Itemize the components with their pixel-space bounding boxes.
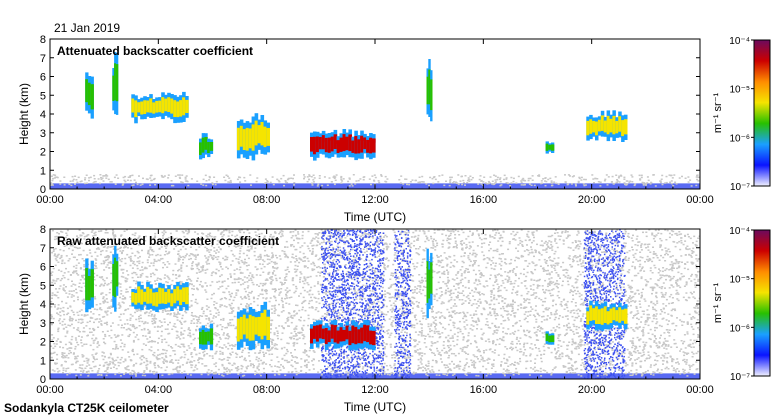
y-tick-label: 0 [40,184,46,196]
cloud-8 [199,323,214,351]
cloud-9 [236,301,270,351]
x-tick-label: 12:00 [361,194,389,206]
cloud-12 [545,331,555,345]
x-tick-label: 08:00 [253,194,281,206]
colorbar-gradient [753,229,771,377]
x-tick-label: 16:00 [470,194,498,206]
y-tick-label: 8 [40,224,46,236]
cloud-7 [310,129,376,161]
y-tick-label: 6 [40,262,46,274]
y-tick-label: 3 [40,318,46,330]
colorbar-gradient [753,39,771,187]
y-tick-label: 7 [40,243,46,255]
x-axis-label: Time (UTC) [344,210,406,224]
x-tick-label: 04:00 [145,384,173,396]
precip-streak-3 [394,229,412,379]
cloud-7 [131,281,189,312]
panel-title: Raw attenuated backscatter coefficient [57,234,279,248]
colorbar-tick-label: 10⁻⁴ [729,226,750,237]
heatmap-panel-2: 0 1 2 3 4 5 6 7 8 00:00 04:00 08:00 12:00 16:00 20:00 0… [17,224,714,414]
x-tick-label: 12:00 [361,384,389,396]
y-tick-label: 4 [40,299,46,311]
cloud-5 [199,133,214,160]
colorbar-unit-label: m⁻¹ sr⁻¹ [712,283,724,324]
cloud-11 [426,248,433,319]
cloud-10 [586,110,628,142]
colorbar-2: 10⁻⁴ 10⁻⁵ 10⁻⁶ 10⁻⁷ m⁻¹ sr⁻¹ [712,226,771,383]
y-axis-label: Height (km) [17,83,31,145]
y-axis-label: Height (km) [17,273,31,335]
colorbar-tick-label: 10⁻⁶ [729,133,750,144]
colorbar-tick-label: 10⁻⁵ [729,85,750,96]
y-tick-label: 2 [40,337,46,349]
colorbar-1: 10⁻⁴ 10⁻⁵ 10⁻⁶ 10⁻⁷ m⁻¹ sr⁻¹ [712,36,771,193]
y-tick-label: 1 [40,165,46,177]
colorbar-tick-label: 10⁻⁷ [730,182,750,193]
x-tick-label: 08:00 [253,384,281,396]
cloud-3 [112,52,119,115]
instrument-label: Sodankyla CT25K ceilometer [4,401,169,415]
x-tick-label: 20:00 [578,194,606,206]
cloud-8 [426,59,433,122]
cloud-9 [545,141,555,154]
y-tick-label: 8 [40,34,46,46]
x-tick-label: 16:00 [470,384,498,396]
colorbar-tick-label: 10⁻⁷ [730,372,750,383]
x-tick-label: 00:00 [36,384,64,396]
colorbar-unit-label: m⁻¹ sr⁻¹ [712,93,724,134]
y-tick-label: 7 [40,53,46,65]
y-tick-label: 5 [40,90,46,102]
x-axis-label: Time (UTC) [344,400,406,414]
x-tick-label: 00:00 [686,384,714,396]
colorbar-tick-label: 10⁻⁴ [729,36,750,47]
x-tick-label: 20:00 [578,384,606,396]
y-tick-label: 1 [40,355,46,367]
cloud-5 [85,258,94,313]
cloud-10 [310,319,376,351]
y-tick-label: 5 [40,280,46,292]
noise-layer [50,174,700,187]
cloud-6 [236,113,270,161]
panel-title: Attenuated backscatter coefficient [57,44,253,58]
y-tick-label: 2 [40,147,46,159]
cloud-2 [85,72,94,119]
cloud-6 [112,245,119,312]
cloud-4 [131,91,189,124]
y-tick-label: 4 [40,109,46,121]
x-tick-label: 00:00 [686,194,714,206]
date-label: 21 Jan 2019 [54,21,121,35]
y-tick-label: 6 [40,72,46,84]
colorbar-tick-label: 10⁻⁵ [729,275,750,286]
cloud-13 [586,300,628,331]
y-tick-label: 0 [40,374,46,386]
y-tick-label: 3 [40,128,46,140]
x-tick-label: 00:00 [36,194,64,206]
heatmap-panel-1: 0 1 2 3 4 5 6 7 8 00:00 04:00 08:00 12:00 16:00 20:00 0… [17,34,714,224]
x-tick-label: 04:00 [145,194,173,206]
colorbar-tick-label: 10⁻⁶ [729,323,750,334]
